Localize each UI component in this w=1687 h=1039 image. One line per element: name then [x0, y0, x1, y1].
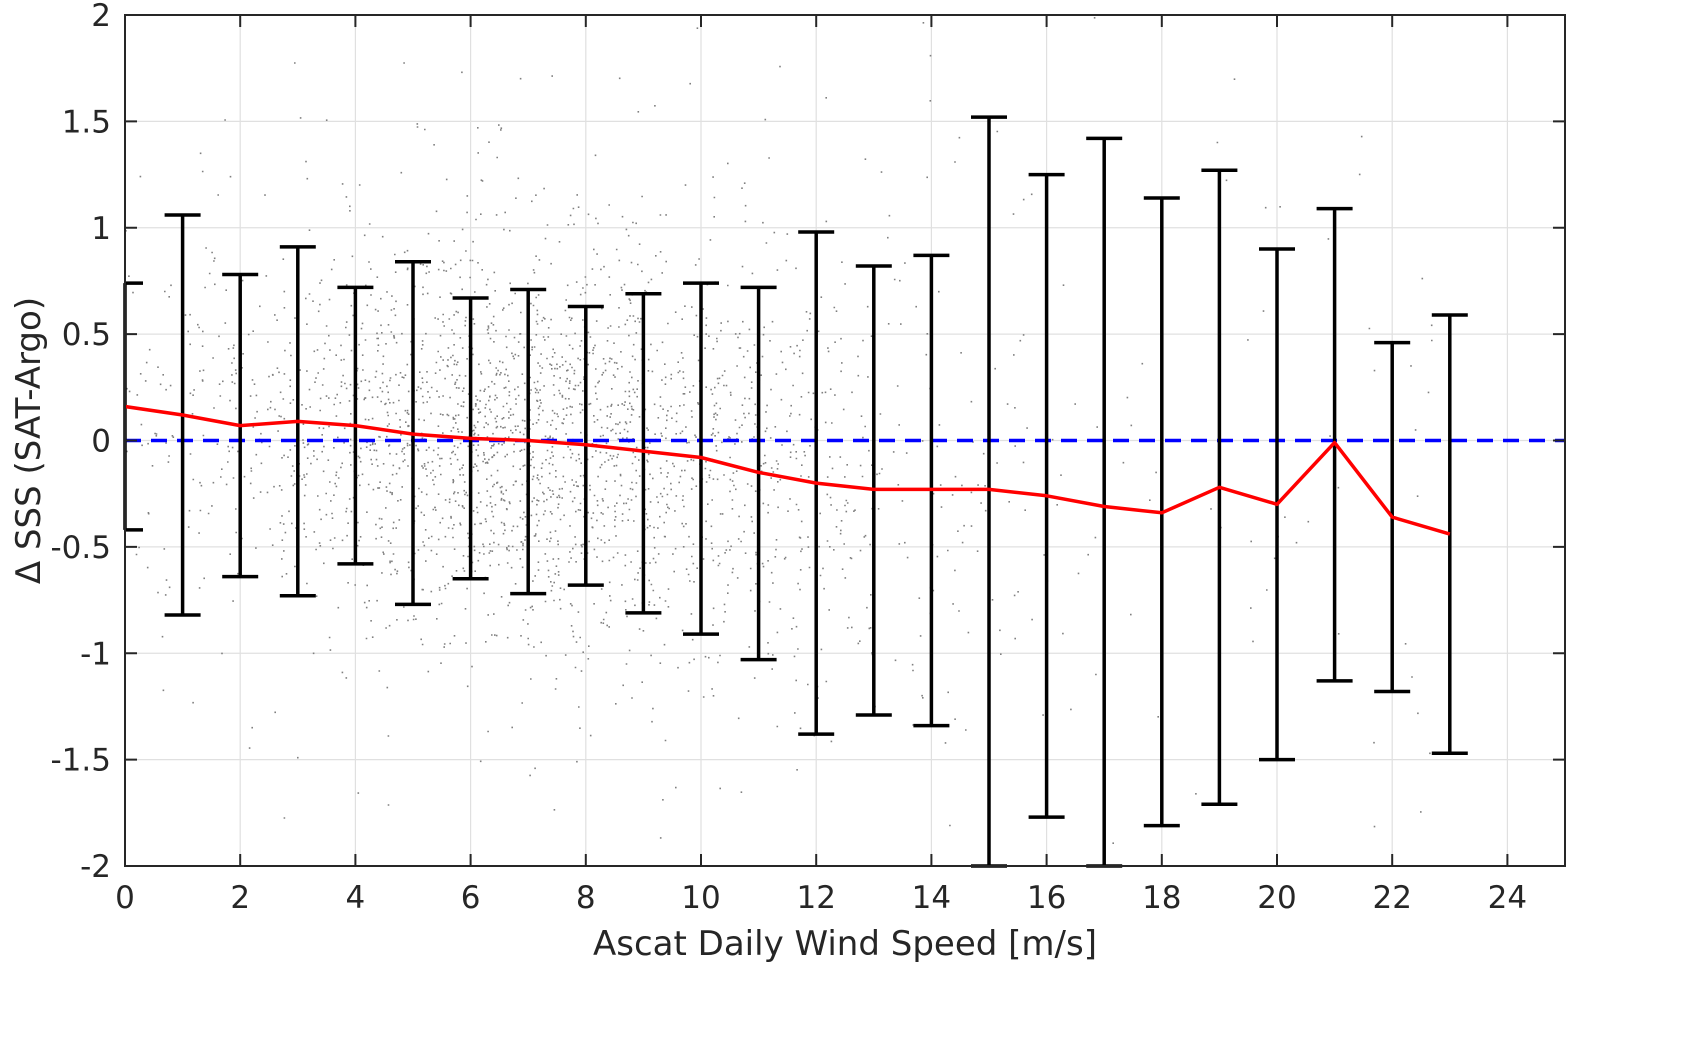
- x-tick-label: 24: [1488, 880, 1527, 916]
- x-axis-label: Ascat Daily Wind Speed [m/s]: [593, 924, 1097, 964]
- x-axis-ticks: 0 2 4 6 8 10 12 14 16 18 20 22 24: [115, 15, 1527, 916]
- x-tick-label: 18: [1142, 880, 1181, 916]
- y-tick-label: 0: [91, 424, 111, 460]
- x-tick-label: 16: [1027, 880, 1066, 916]
- x-tick-label: 0: [115, 880, 135, 916]
- x-tick-label: 4: [346, 880, 366, 916]
- y-tick-label: -1.5: [51, 743, 112, 779]
- y-tick-label: -1: [80, 636, 111, 672]
- x-tick-label: 8: [576, 880, 596, 916]
- mean-line: [124, 404, 1451, 536]
- x-tick-label: 12: [796, 880, 835, 916]
- x-tick-label: 20: [1257, 880, 1296, 916]
- y-tick-label: 1: [91, 211, 111, 247]
- x-tick-label: 2: [230, 880, 250, 916]
- mean-line-group: [124, 404, 1451, 536]
- y-axis-label: Δ SSS (SAT-Argo): [9, 297, 49, 584]
- x-tick-label: 14: [912, 880, 951, 916]
- x-tick-label: 22: [1372, 880, 1411, 916]
- y-tick-label: 2: [91, 0, 111, 34]
- y-tick-label: -2: [80, 849, 111, 885]
- y-tick-label: -0.5: [51, 530, 112, 566]
- error-bar: [625, 291, 662, 615]
- x-tick-label: 10: [681, 880, 720, 916]
- x-tick-label: 6: [461, 880, 481, 916]
- error-bar: [1431, 313, 1468, 755]
- y-tick-label: 1.5: [62, 104, 111, 140]
- y-tick-label: 0.5: [62, 317, 111, 353]
- y-axis-ticks: 2 1.5 1 0.5 0 -0.5 -1 -1.5 -2: [51, 0, 1565, 885]
